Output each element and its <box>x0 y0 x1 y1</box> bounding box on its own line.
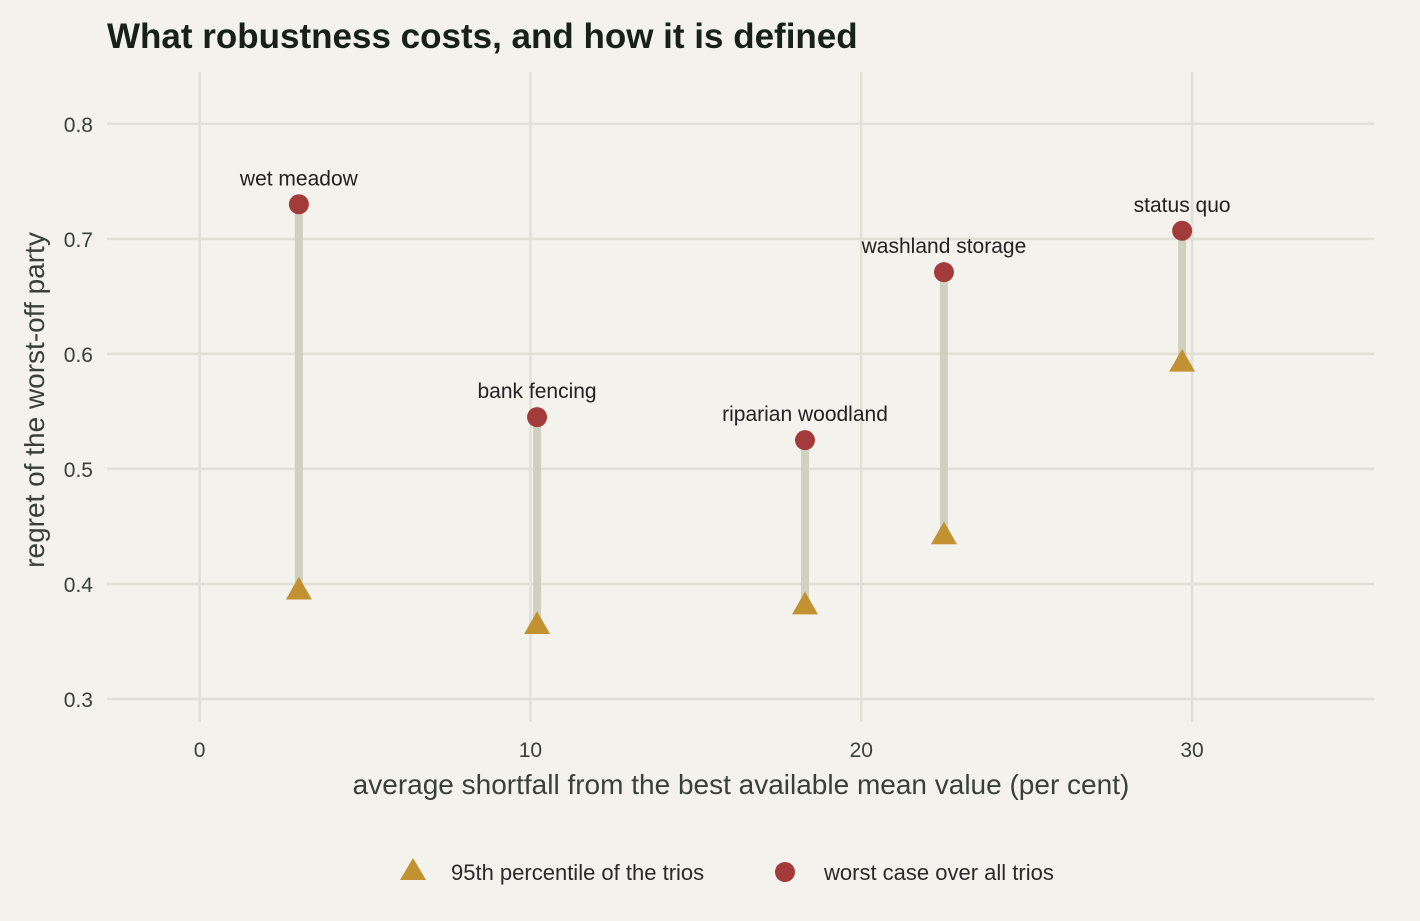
point-label: washland storage <box>861 235 1027 258</box>
legend-label-p95: 95th percentile of the trios <box>451 860 704 885</box>
p95-triangle-marker <box>1169 348 1196 372</box>
point-label: bank fencing <box>478 380 597 403</box>
legend: 95th percentile of the trios worst case … <box>400 858 1054 885</box>
worst-case-dot <box>527 407 548 428</box>
worst-case-dot <box>933 262 954 283</box>
x-tick-label: 30 <box>1180 739 1203 762</box>
p95-triangle-marker <box>930 521 957 545</box>
worst-case-dot <box>288 194 309 215</box>
y-tick-label: 0.8 <box>64 114 93 137</box>
legend-label-worst: worst case over all trios <box>823 860 1054 885</box>
p95-triangle-marker <box>285 576 312 600</box>
legend-circle-marker <box>775 862 795 882</box>
axis-ticks: 0.3 0.4 0.5 0.6 0.7 0.8 0 10 20 30 <box>64 114 1204 762</box>
gridlines <box>107 72 1374 722</box>
y-tick-label: 0.4 <box>64 574 94 597</box>
range-segments <box>294 204 1187 625</box>
p95-triangle-marker <box>792 591 819 615</box>
x-tick-label: 10 <box>519 739 542 762</box>
worst-case-dot <box>795 430 816 451</box>
y-tick-label: 0.3 <box>64 689 93 712</box>
point-label: wet meadow <box>239 167 359 190</box>
point-label: status quo <box>1134 194 1231 217</box>
y-axis-label: regret of the worst-off party <box>19 232 50 568</box>
worst-case-dot <box>1172 220 1193 241</box>
y-tick-label: 0.7 <box>64 229 93 252</box>
x-tick-label: 20 <box>850 739 873 762</box>
point-labels: wet meadow bank fencing riparian woodland w… <box>239 167 1231 426</box>
y-tick-label: 0.6 <box>64 344 93 367</box>
legend-triangle-marker <box>400 858 426 880</box>
point-label: riparian woodland <box>722 403 888 426</box>
markers <box>285 194 1196 634</box>
x-tick-label: 0 <box>194 739 206 762</box>
p95-triangle-marker <box>524 611 551 634</box>
x-axis-label: average shortfall from the best availabl… <box>353 769 1130 800</box>
chart-title: What robustness costs, and how it is def… <box>107 17 858 56</box>
y-tick-label: 0.5 <box>64 459 93 482</box>
